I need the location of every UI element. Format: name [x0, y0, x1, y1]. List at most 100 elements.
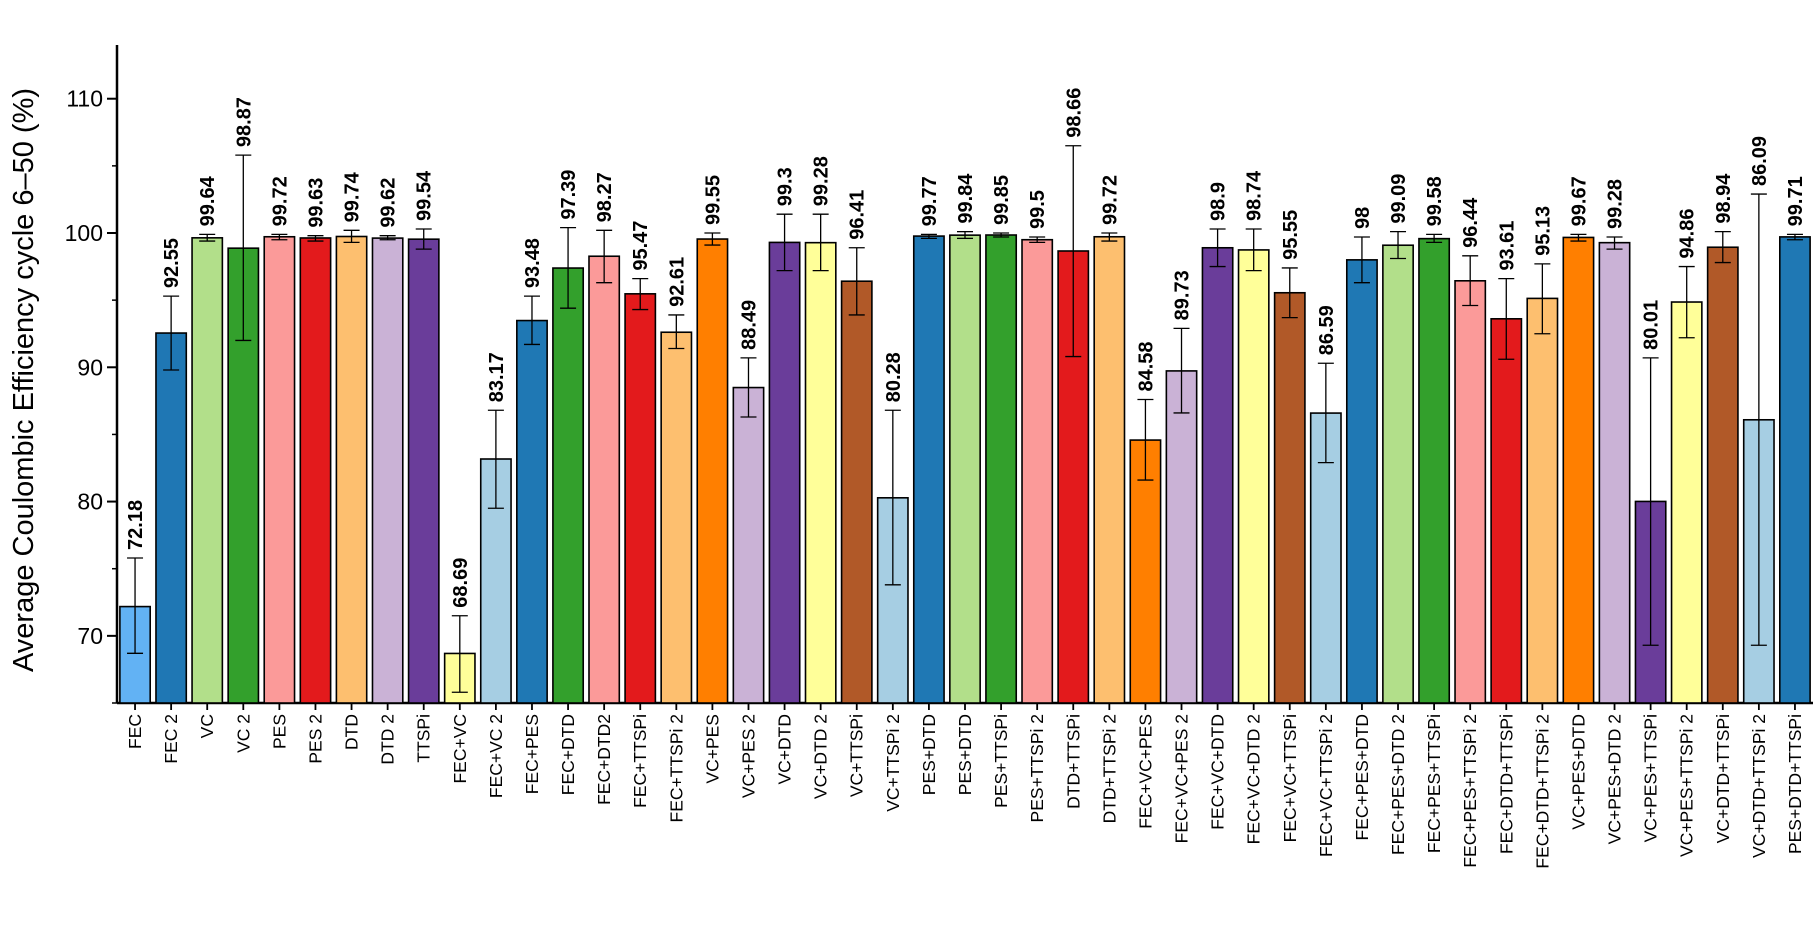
y-tick-label: 90 [77, 354, 103, 380]
category-label: DTD+TTSPi 2 [1099, 714, 1119, 823]
bar [732, 386, 765, 704]
bar [1345, 259, 1378, 704]
value-label: 99.5 [1027, 190, 1049, 229]
bar [1165, 370, 1198, 704]
category-label: VC+DTD 2 [811, 714, 831, 799]
bar [191, 237, 224, 704]
bar [876, 497, 909, 704]
value-label: 98.94 [1713, 173, 1735, 224]
value-label: 94.86 [1677, 209, 1699, 259]
bar [1273, 291, 1306, 704]
value-label: 86.09 [1749, 136, 1771, 186]
category-label: PES+DTD [955, 714, 975, 795]
value-label: 92.61 [666, 257, 688, 307]
bar [696, 238, 729, 704]
y-tick-label: 80 [77, 489, 103, 515]
bar [1237, 249, 1270, 704]
bar [1562, 236, 1595, 704]
bar [1779, 236, 1811, 704]
value-label: 99.28 [1605, 179, 1627, 229]
y-tick-label: 110 [66, 86, 103, 112]
category-label: PES [269, 714, 289, 749]
bar [1093, 235, 1126, 704]
value-label: 99.67 [1568, 176, 1590, 226]
value-label: 84.58 [1135, 341, 1157, 391]
bar [949, 234, 981, 704]
value-label: 99.09 [1388, 174, 1410, 224]
value-label: 99.3 [775, 167, 797, 206]
value-label: 99.72 [1099, 175, 1121, 225]
category-label: FEC+PES+DTD 2 [1388, 714, 1408, 855]
value-label: 86.59 [1316, 305, 1338, 355]
category-label: FEC+VC+PES 2 [1172, 714, 1192, 843]
value-label: 99.58 [1424, 176, 1446, 226]
value-label: 68.69 [450, 558, 472, 608]
value-label: 98.27 [594, 172, 616, 222]
category-label: FEC+VC 2 [486, 714, 506, 798]
bar [660, 331, 693, 704]
category-label: FEC+VC+TTSPi [1280, 714, 1300, 842]
category-label: FEC+VC+PES [1135, 714, 1155, 829]
value-label: 98.87 [233, 97, 255, 147]
category-label: PES 2 [305, 714, 325, 764]
category-label: DTD [342, 714, 362, 750]
value-label: 83.17 [486, 352, 508, 402]
category-label: FEC+TTSPi 2 [666, 714, 686, 822]
value-label: 99.62 [378, 178, 400, 228]
value-label: 99.85 [991, 175, 1013, 225]
value-label: 99.63 [305, 178, 327, 228]
category-label: FEC+VC+TTSPi 2 [1316, 714, 1336, 857]
bar [552, 267, 585, 704]
y-tick-label: 100 [65, 220, 103, 246]
category-label: FEC 2 [161, 714, 181, 764]
value-label: 93.48 [522, 238, 544, 288]
bar [1129, 439, 1162, 704]
value-label: 92.55 [161, 238, 183, 288]
value-label: 99.74 [342, 171, 364, 222]
category-label: VC 2 [233, 714, 253, 753]
bar [1526, 297, 1559, 704]
bar [371, 237, 404, 704]
bar [1670, 301, 1703, 704]
category-label: PES+TTSPi 2 [1027, 714, 1047, 822]
category-label: VC [197, 714, 217, 738]
value-label: 99.64 [197, 175, 219, 226]
value-label: 99.71 [1785, 176, 1807, 226]
bar [588, 255, 621, 704]
bar [516, 319, 548, 704]
value-label: 99.28 [811, 156, 833, 206]
category-label: VC+PES+TTSPi [1641, 714, 1661, 842]
bar [155, 332, 188, 704]
bar [335, 235, 368, 704]
category-label: VC+DTD [775, 714, 795, 785]
bar [1021, 238, 1054, 704]
bar [768, 241, 801, 704]
value-label: 89.73 [1172, 270, 1194, 320]
category-label: DTD 2 [378, 714, 398, 765]
category-label: FEC+TTSPi [630, 714, 650, 808]
value-label: 96.44 [1460, 197, 1482, 248]
category-label: FEC+DTD [558, 714, 578, 795]
category-label: FEC+VC+DTD [1208, 714, 1228, 830]
bar [1201, 246, 1234, 704]
value-label: 99.55 [702, 175, 724, 225]
bar [263, 235, 296, 704]
bar [985, 234, 1018, 704]
category-label: FEC+DTD2 [594, 714, 614, 805]
category-label: FEC [125, 714, 145, 749]
category-label: VC+TTSPi [847, 714, 867, 797]
category-label: FEC+DTD+TTSPi 2 [1532, 714, 1552, 869]
category-label: FEC+PES+TTSPi 2 [1460, 714, 1480, 868]
bar [1382, 244, 1414, 704]
y-axis-title: Average Coulombic Efficiency cycle 6–50 … [8, 88, 40, 672]
value-label: 88.49 [738, 300, 760, 350]
category-label: PES+DTD+TTSPi [1785, 714, 1805, 854]
value-label: 99.77 [919, 176, 941, 226]
category-label: PES+DTD [919, 714, 939, 795]
value-label: 99.54 [414, 170, 436, 221]
value-label: 98 [1352, 207, 1374, 229]
category-label: VC+PES+TTSPi 2 [1677, 714, 1697, 857]
value-label: 95.13 [1532, 206, 1554, 256]
category-labels: FEC FEC 2 VC VC 2 PES PES 2 DTD DTD 2 TTSPi FEC+V… [125, 714, 1805, 869]
